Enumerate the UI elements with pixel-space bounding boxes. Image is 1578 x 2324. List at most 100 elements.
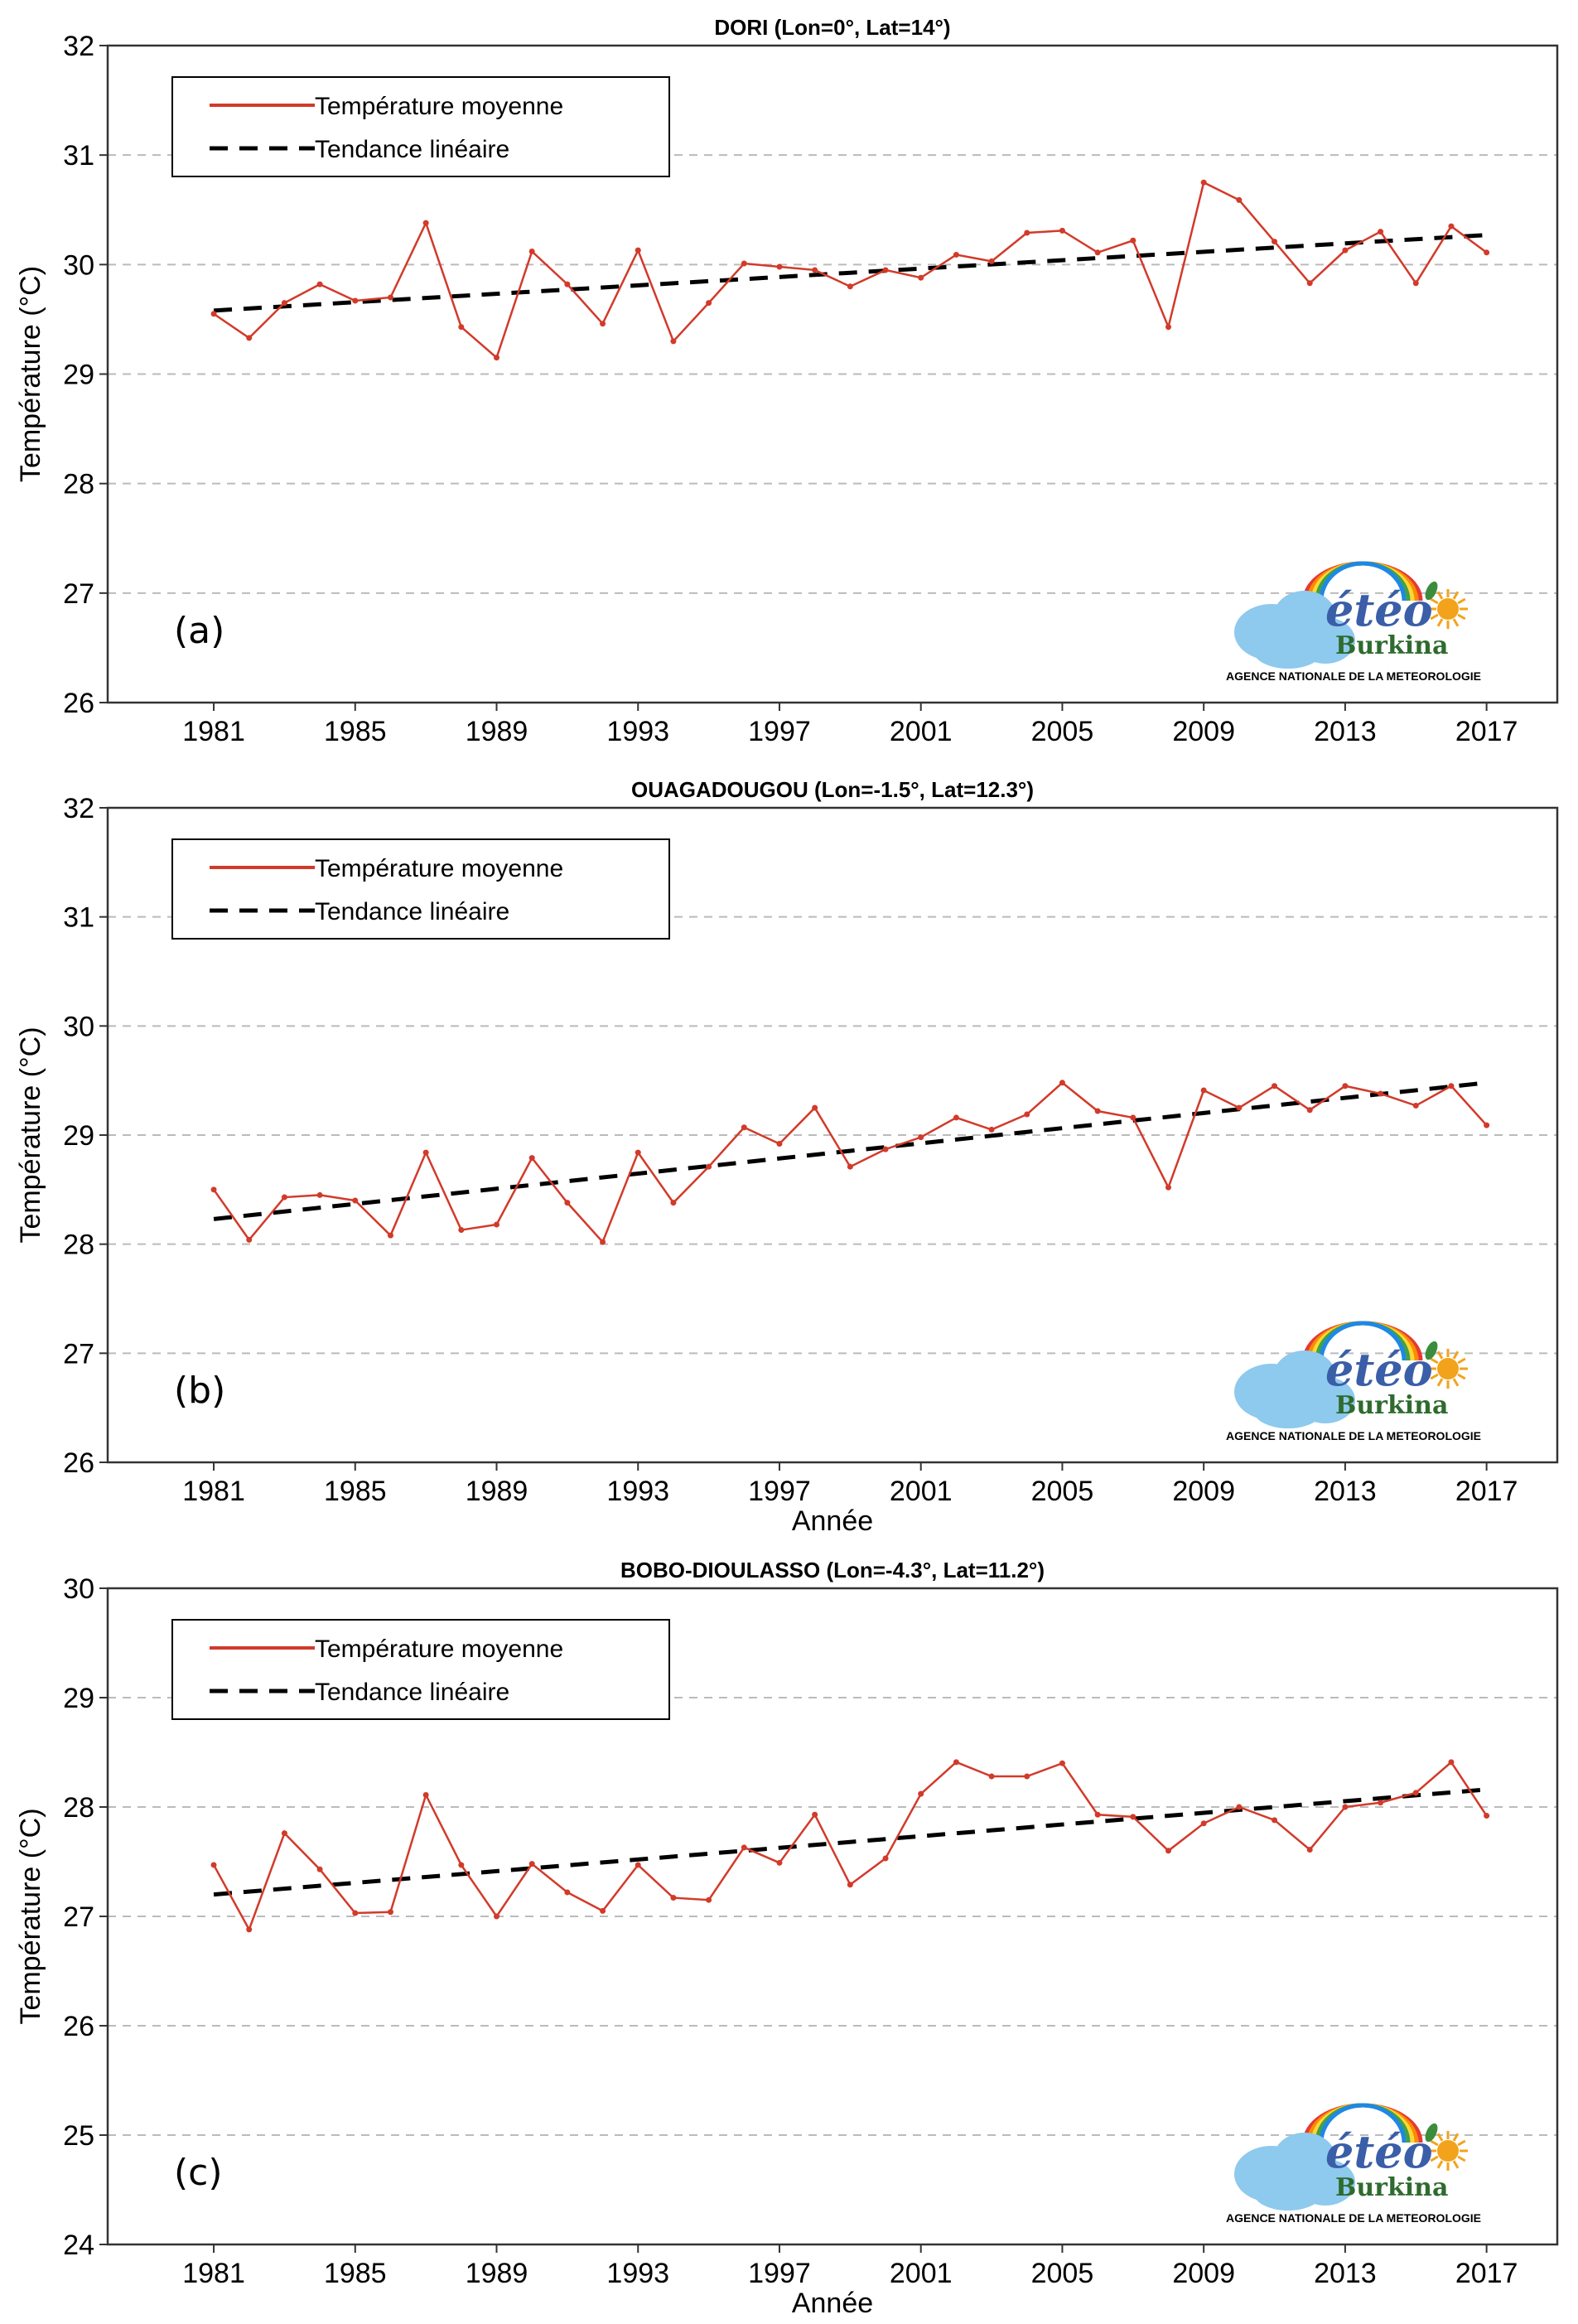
y-tick-label: 27 — [63, 578, 94, 610]
temperature-point — [458, 1227, 465, 1234]
sun-ray — [1430, 1357, 1439, 1365]
sun-ray — [1436, 1350, 1444, 1360]
temperature-point — [1272, 1817, 1278, 1824]
panel-c: BOBO-DIOULASSO (Lon=-4.3°, Lat=11.2°) 24 2… — [15, 1558, 1559, 2319]
logo-burkina: Burkina — [1335, 631, 1448, 660]
legend-box — [171, 838, 670, 940]
temperature-point — [352, 1197, 359, 1204]
temperature-point — [387, 294, 393, 301]
y-tick-label: 30 — [63, 1573, 94, 1605]
temperature-point — [1024, 230, 1030, 236]
sun-ray — [1430, 597, 1439, 605]
temperature-point — [600, 1239, 606, 1245]
y-tick-label: 29 — [63, 360, 94, 391]
x-tick-label: 2013 — [1314, 1476, 1377, 1507]
y-tick-label: 26 — [63, 688, 94, 719]
temperature-point — [600, 321, 606, 327]
temperature-point — [1165, 1848, 1171, 1854]
sun-ray — [1430, 1373, 1439, 1380]
temperature-point — [741, 1844, 747, 1851]
temperature-point — [847, 283, 853, 290]
temperature-point — [1378, 1090, 1384, 1097]
y-tick-label: 28 — [63, 469, 94, 500]
temperature-point — [1094, 249, 1101, 256]
temperature-point — [494, 355, 500, 361]
x-tick-label: 1985 — [324, 1476, 387, 1507]
y-axis-title: Température (°C) — [15, 1027, 46, 1243]
sun-ray — [1436, 591, 1444, 600]
legend-trend-label: Tendance linéaire — [315, 1679, 509, 1706]
x-tick-label: 1993 — [606, 2258, 669, 2289]
temperature-point — [352, 297, 359, 304]
y-tick-label: 24 — [63, 2230, 94, 2261]
temperature-point — [528, 1155, 535, 1162]
x-tick-label: 1985 — [324, 716, 387, 747]
cloud-icon — [1253, 632, 1323, 669]
temperature-point — [1094, 1108, 1101, 1114]
temperature-point — [882, 267, 889, 273]
temperature-point — [316, 281, 323, 287]
sun-ray — [1430, 2155, 1439, 2162]
temperature-line — [212, 1761, 1488, 1932]
temperature-point — [1200, 1087, 1207, 1094]
temperature-point — [1059, 1760, 1065, 1766]
legend-box — [171, 1619, 670, 1720]
legend-series-label: Température moyenne — [315, 855, 563, 882]
temperature-point — [1448, 1083, 1455, 1090]
temperature-point — [706, 1896, 712, 1903]
temperature-point — [918, 274, 924, 281]
y-tick-label: 31 — [63, 902, 94, 934]
temperature-point — [706, 300, 712, 307]
sun-ray — [1452, 2160, 1460, 2169]
temperature-point — [812, 1104, 818, 1111]
temperature-point — [1342, 1804, 1349, 1810]
x-tick-label: 1993 — [606, 1476, 669, 1507]
sun-ray — [1457, 2139, 1466, 2147]
logo-word: étéo — [1325, 2125, 1433, 2178]
temperature-point — [1306, 1107, 1313, 1114]
x-tick-label: 2013 — [1314, 2258, 1377, 2289]
y-tick-label: 30 — [63, 1011, 94, 1042]
temperature-point — [1484, 1122, 1490, 1128]
sun-ray — [1457, 613, 1466, 621]
y-axis-title: Température (°C) — [15, 266, 46, 482]
y-tick-label: 28 — [63, 1792, 94, 1824]
rainbow-arc — [1319, 561, 1407, 602]
y-tick-label: 26 — [63, 1447, 94, 1479]
temperature-point — [953, 251, 959, 258]
temperature-point — [210, 1186, 217, 1193]
x-tick-label: 1989 — [466, 716, 528, 747]
temperature-point — [1059, 227, 1065, 234]
temperature-point — [1342, 1083, 1349, 1090]
y-tick-label: 27 — [63, 1338, 94, 1370]
temperature-point — [1342, 247, 1349, 254]
x-tick-label: 1993 — [606, 716, 669, 747]
temperature-point — [776, 1859, 783, 1866]
x-tick-label: 2017 — [1455, 2258, 1518, 2289]
logo-burkina: Burkina — [1335, 1391, 1448, 1420]
y-tick-label: 26 — [63, 2011, 94, 2042]
x-tick-label: 1997 — [748, 1476, 811, 1507]
temperature-point — [528, 1861, 535, 1867]
temperature-point — [741, 260, 747, 267]
temperature-point — [1024, 1111, 1030, 1118]
sun-ray — [1436, 2160, 1444, 2169]
logo-agency: AGENCE NATIONALE DE LA METEOROLOGIE — [1226, 2211, 1481, 2225]
y-tick-label: 30 — [63, 249, 94, 281]
temperature-point — [847, 1882, 853, 1888]
temperature-point — [1448, 223, 1455, 230]
temperature-point — [210, 1862, 217, 1868]
x-axis-title: Année — [792, 1505, 873, 1537]
temperature-point — [1272, 239, 1278, 245]
temperature-point — [564, 1889, 571, 1896]
sun-icon — [1437, 2140, 1459, 2162]
x-tick-label: 2013 — [1314, 716, 1377, 747]
temperature-point — [988, 1773, 995, 1780]
temperature-point — [670, 338, 677, 345]
sun-ray — [1436, 618, 1444, 627]
temperature-point — [1448, 1759, 1455, 1766]
temperature-point — [670, 1895, 677, 1901]
